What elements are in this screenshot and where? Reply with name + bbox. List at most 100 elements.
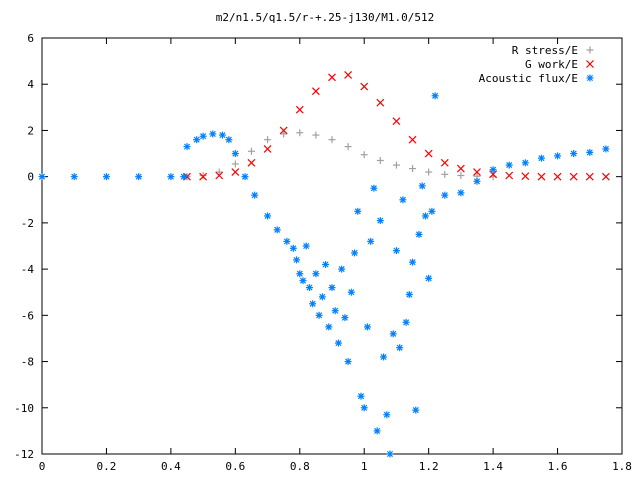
data-point (296, 270, 304, 278)
y-tick-label: 2 (27, 124, 34, 137)
y-tick-label: 4 (27, 78, 34, 91)
data-point (425, 168, 433, 176)
data-point (363, 323, 371, 331)
data-point (383, 411, 391, 419)
data-point (521, 159, 529, 167)
data-point (283, 237, 291, 245)
plot-frame (41, 37, 623, 455)
data-point (409, 258, 417, 266)
data-point (373, 427, 381, 435)
x-tick-label: 0.8 (290, 460, 310, 473)
data-point (376, 217, 384, 225)
data-point (231, 168, 240, 176)
x-tick-label: 0.6 (225, 460, 245, 473)
data-point (360, 151, 368, 159)
data-point (521, 172, 530, 181)
data-point (322, 260, 330, 268)
data-point (396, 344, 404, 352)
data-point (315, 311, 323, 319)
data-point (102, 173, 110, 181)
data-point (370, 184, 378, 192)
data-point (279, 126, 288, 135)
data-point (425, 274, 433, 282)
data-point (402, 318, 410, 326)
data-point (570, 150, 578, 158)
data-point (311, 87, 320, 96)
y-tick-label: -8 (21, 356, 34, 369)
data-point (554, 152, 562, 160)
data-point (183, 143, 191, 151)
data-point (70, 173, 78, 181)
data-point (218, 131, 226, 139)
data-point (312, 270, 320, 278)
data-point (180, 173, 188, 181)
data-point (505, 161, 513, 169)
series-g-work-e (183, 71, 610, 181)
legend-marker (586, 74, 594, 82)
data-point (354, 207, 362, 215)
series-r-stress-e (183, 129, 497, 181)
data-point (215, 171, 224, 180)
data-point (424, 149, 433, 158)
data-point (302, 242, 310, 250)
x-tick-label: 0.4 (161, 460, 181, 473)
data-point (167, 173, 175, 181)
data-point (241, 173, 249, 181)
data-point (412, 406, 420, 414)
data-point (440, 158, 449, 167)
data-point (135, 173, 143, 181)
data-point (392, 117, 401, 126)
data-point (537, 154, 545, 162)
data-point (344, 143, 352, 151)
data-point (357, 392, 365, 400)
x-tick-label: 1.4 (483, 460, 503, 473)
y-tick-label: -2 (21, 217, 34, 230)
x-tick-label: 1.6 (548, 460, 568, 473)
data-point (473, 177, 481, 185)
x-tick-label: 1.2 (419, 460, 439, 473)
data-point (264, 136, 272, 144)
data-point (376, 156, 384, 164)
x-tick-label: 0 (39, 460, 46, 473)
axis-ticks: 0 0.2 0.4 0.6 0.8 1 1.2 1.4 1.6 1.8 6 4 2 0 -2 -4 -6 -8 -1… (14, 32, 632, 473)
data-point (457, 189, 465, 197)
data-point (199, 172, 208, 181)
data-point (421, 212, 429, 220)
legend-marker (586, 46, 594, 54)
data-point (331, 307, 339, 315)
y-tick-label: -4 (21, 263, 35, 276)
data-point (305, 284, 313, 292)
data-point (309, 300, 317, 308)
data-point (209, 130, 217, 138)
y-tick-label: -10 (14, 402, 34, 415)
data-point (293, 256, 301, 264)
data-point (325, 323, 333, 331)
data-point (328, 73, 336, 82)
data-point (247, 158, 256, 167)
data-point (386, 450, 394, 458)
data-point (537, 172, 546, 181)
data-point (586, 148, 594, 156)
data-point (405, 291, 413, 299)
data-point (392, 161, 400, 169)
data-point (318, 293, 326, 301)
data-point (418, 182, 426, 190)
series-layer (38, 71, 610, 458)
data-point (264, 212, 272, 220)
y-tick-label: 6 (27, 32, 34, 45)
data-point (489, 166, 497, 174)
data-point (328, 136, 336, 144)
data-point (193, 136, 201, 144)
data-point (231, 160, 239, 168)
data-point (312, 131, 320, 139)
data-point (344, 71, 353, 79)
data-point (360, 82, 369, 91)
data-point (299, 277, 307, 285)
data-point (280, 130, 288, 138)
data-point (289, 244, 297, 252)
data-point (263, 145, 272, 153)
data-point (367, 237, 375, 245)
chart-title: m2/n1.5/q1.5/r-+.25-j130/M1.0/512 (216, 11, 435, 24)
